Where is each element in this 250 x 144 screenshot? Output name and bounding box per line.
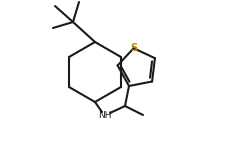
Text: S: S <box>130 43 137 53</box>
Text: NH: NH <box>98 110 112 120</box>
